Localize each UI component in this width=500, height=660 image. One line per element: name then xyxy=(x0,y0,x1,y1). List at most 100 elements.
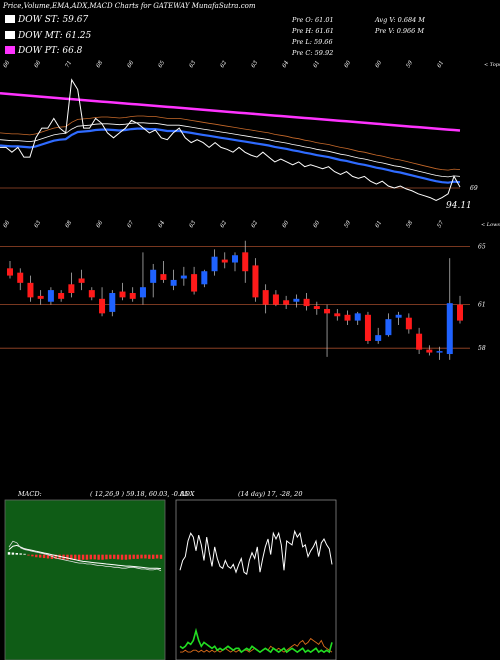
macd-histogram-bar xyxy=(81,554,85,560)
price-panel: 65 61 58 xyxy=(0,240,486,360)
macd-histogram-bar xyxy=(85,554,89,560)
candle-body xyxy=(344,314,351,321)
macd-histogram-bar xyxy=(77,554,81,561)
price-level-label: 61 xyxy=(478,302,486,309)
candle-body xyxy=(58,293,65,299)
stat-avg-volume: Avg V: 0.684 M xyxy=(374,16,425,24)
candle-body xyxy=(78,278,85,283)
ema-medium-line xyxy=(0,115,461,171)
ema-panel: 69 66 66 71 68 66 65 63 62 63 64 61 60 60 59 61 < Tops 66… xyxy=(0,60,500,229)
legend-label-st: DOW ST: 59.67 xyxy=(17,15,88,25)
macd-histogram-bar xyxy=(74,554,77,561)
macd-histogram-bar xyxy=(148,554,151,559)
candle-body xyxy=(170,279,177,286)
adx-line xyxy=(179,529,333,575)
candle-body xyxy=(211,256,218,272)
macd-histogram-bar xyxy=(97,554,100,560)
adx-panel xyxy=(175,499,337,660)
top-tick-label: 66 xyxy=(127,60,136,69)
candle-body xyxy=(47,290,54,302)
stats-left: Pre O: 61.01 Pre H: 61.61 Pre L: 59.66 P… xyxy=(291,16,334,57)
stat-pre-volume: Pre V: 0.966 M xyxy=(374,27,424,35)
macd-histogram-bar xyxy=(23,553,26,555)
bottom-tick-label: 63 xyxy=(34,220,43,229)
candle-body xyxy=(354,313,361,321)
stats-right: Avg V: 0.684 M Pre V: 0.966 M xyxy=(374,16,425,35)
macd-histogram-bar xyxy=(113,554,116,559)
bottom-tick-label: 60 xyxy=(313,220,322,229)
close-price-line xyxy=(0,78,461,202)
candle-body xyxy=(262,290,269,305)
candle-body xyxy=(293,298,300,302)
top-tick-label: 61 xyxy=(437,60,446,69)
ema-long-line xyxy=(0,92,461,132)
adx-params: (14 day) 17, -28, 20 xyxy=(238,490,302,498)
bottom-tick-label: 68 xyxy=(65,220,74,229)
macd-title: MACD: xyxy=(17,490,42,498)
top-tick-label: 63 xyxy=(251,60,260,69)
candle-body xyxy=(180,275,187,279)
macd-histogram-bar xyxy=(136,554,139,559)
stat-pre-close: Pre C: 59.92 xyxy=(291,49,333,57)
candle-body xyxy=(385,319,392,336)
macd-histogram-bar xyxy=(120,554,124,560)
candle-body xyxy=(99,298,106,314)
candle-body xyxy=(68,284,75,294)
candle-body xyxy=(334,313,341,317)
macd-histogram-bar xyxy=(101,554,104,560)
stat-pre-low: Pre L: 59.66 xyxy=(291,38,333,46)
bottom-tick-label: 60 xyxy=(282,220,291,229)
legend-swatch-mt xyxy=(5,31,15,39)
level-label-ema-69: 69 xyxy=(470,185,478,192)
macd-histogram-bar xyxy=(128,554,132,560)
macd-histogram-bar xyxy=(159,554,163,559)
legend-swatch-pt xyxy=(5,46,15,54)
bottom-tick-label: 58 xyxy=(406,220,415,229)
bottom-tick-label: 64 xyxy=(158,220,167,229)
plus-di-line xyxy=(179,627,333,654)
candle-body xyxy=(416,333,423,350)
macd-background xyxy=(4,499,166,660)
macd-histogram-bar xyxy=(116,554,120,560)
bottom-tick-label: 62 xyxy=(251,220,260,229)
candle-body xyxy=(405,317,412,330)
adx-title: ADX xyxy=(179,490,195,498)
macd-histogram-bar xyxy=(7,552,11,555)
macd-histogram-bar xyxy=(124,554,128,560)
bottom-tick-label: 66 xyxy=(3,220,12,229)
macd-histogram-bar xyxy=(89,554,93,560)
macd-histogram-bar xyxy=(152,554,155,559)
macd-histogram-bar xyxy=(132,554,135,559)
macd-histogram-bar xyxy=(54,554,57,559)
candle-body xyxy=(242,252,249,272)
candle-body xyxy=(109,293,116,312)
top-tick-label: 64 xyxy=(282,60,291,69)
macd-histogram-bar xyxy=(42,554,46,559)
top-tick-label: 60 xyxy=(344,60,353,69)
bottom-tick-label: 62 xyxy=(220,220,229,229)
top-tick-label: 60 xyxy=(375,60,384,69)
macd-histogram-bar xyxy=(93,554,96,560)
candle-body xyxy=(283,300,290,305)
candle-body xyxy=(150,269,157,283)
candle-body xyxy=(88,290,95,298)
macd-histogram-bar xyxy=(15,552,18,555)
ema-short-line xyxy=(0,127,461,184)
macd-histogram-bar xyxy=(70,554,73,560)
candle-body xyxy=(252,265,259,298)
candle-body xyxy=(324,308,331,314)
candle-body xyxy=(37,295,44,299)
candle-body xyxy=(313,306,320,309)
bottom-tick-label: 59 xyxy=(344,220,353,229)
macd-histogram-bar xyxy=(19,553,22,555)
macd-histogram-bar xyxy=(38,554,42,558)
candle-body xyxy=(426,349,433,353)
legend: DOW ST: 59.67 DOW MT: 61.25 DOW PT: 66.8 xyxy=(5,15,92,56)
candle-body xyxy=(119,291,126,298)
candle-body xyxy=(27,282,34,298)
bottom-tick-label: 57 xyxy=(437,220,446,229)
macd-panel xyxy=(4,499,166,660)
bottom-tick-label: 66 xyxy=(96,220,105,229)
top-tick-label: 66 xyxy=(34,60,43,69)
macd-signal-line xyxy=(8,544,162,570)
